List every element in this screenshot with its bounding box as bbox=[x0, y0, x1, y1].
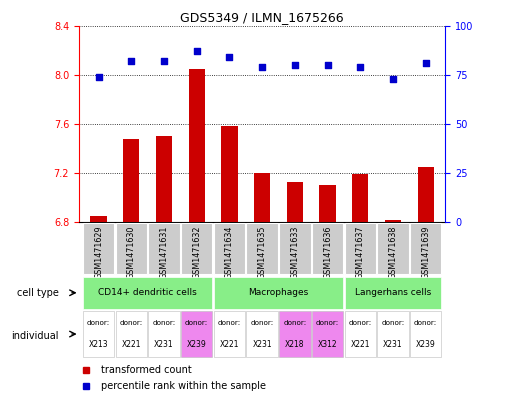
Bar bbox=[345, 277, 441, 309]
Bar bbox=[279, 223, 310, 274]
Bar bbox=[417, 167, 434, 222]
Point bbox=[225, 54, 234, 60]
Point bbox=[258, 64, 266, 70]
Point bbox=[192, 48, 201, 54]
Bar bbox=[181, 311, 212, 357]
Point bbox=[356, 64, 364, 70]
Bar bbox=[116, 223, 147, 274]
Text: donor:: donor: bbox=[250, 320, 274, 326]
Text: GSM1471631: GSM1471631 bbox=[159, 225, 168, 279]
Text: GSM1471634: GSM1471634 bbox=[225, 225, 234, 279]
Text: GSM1471635: GSM1471635 bbox=[258, 225, 267, 279]
Text: donor:: donor: bbox=[185, 320, 208, 326]
Text: X231: X231 bbox=[383, 340, 403, 349]
Text: donor:: donor: bbox=[349, 320, 372, 326]
Text: donor:: donor: bbox=[120, 320, 143, 326]
Bar bbox=[377, 223, 409, 274]
Text: individual: individual bbox=[11, 331, 59, 341]
Bar bbox=[345, 223, 376, 274]
Bar bbox=[320, 185, 336, 222]
Text: X239: X239 bbox=[187, 340, 207, 349]
Text: X218: X218 bbox=[285, 340, 304, 349]
Text: X312: X312 bbox=[318, 340, 337, 349]
Bar bbox=[148, 223, 180, 274]
Bar bbox=[254, 173, 270, 222]
Text: GSM1471633: GSM1471633 bbox=[290, 225, 299, 279]
Bar bbox=[385, 220, 401, 222]
Bar bbox=[181, 223, 212, 274]
Text: GSM1471632: GSM1471632 bbox=[192, 225, 201, 279]
Text: GSM1471636: GSM1471636 bbox=[323, 225, 332, 279]
Text: donor:: donor: bbox=[218, 320, 241, 326]
Text: X231: X231 bbox=[252, 340, 272, 349]
Text: GSM1471638: GSM1471638 bbox=[388, 225, 398, 279]
Point bbox=[95, 73, 103, 80]
Text: donor:: donor: bbox=[87, 320, 110, 326]
Point bbox=[389, 75, 397, 82]
Bar bbox=[410, 223, 441, 274]
Bar bbox=[287, 182, 303, 222]
Text: GSM1471639: GSM1471639 bbox=[421, 225, 430, 279]
Point bbox=[160, 58, 168, 64]
Text: X221: X221 bbox=[351, 340, 370, 349]
Text: percentile rank within the sample: percentile rank within the sample bbox=[101, 381, 266, 391]
Text: X221: X221 bbox=[220, 340, 239, 349]
Bar bbox=[246, 223, 278, 274]
Bar bbox=[312, 311, 343, 357]
Point bbox=[291, 62, 299, 68]
Point bbox=[421, 60, 430, 66]
Bar bbox=[83, 223, 114, 274]
Text: donor:: donor: bbox=[283, 320, 306, 326]
Text: X231: X231 bbox=[154, 340, 174, 349]
Text: Macrophages: Macrophages bbox=[248, 288, 308, 297]
Text: donor:: donor: bbox=[316, 320, 339, 326]
Bar bbox=[312, 223, 343, 274]
Text: GSM1471630: GSM1471630 bbox=[127, 225, 136, 279]
Text: donor:: donor: bbox=[152, 320, 176, 326]
Bar bbox=[221, 126, 238, 222]
Text: GSM1471629: GSM1471629 bbox=[94, 225, 103, 279]
Text: GSM1471637: GSM1471637 bbox=[356, 225, 365, 279]
Bar bbox=[90, 216, 107, 222]
Text: CD14+ dendritic cells: CD14+ dendritic cells bbox=[98, 288, 197, 297]
Text: donor:: donor: bbox=[414, 320, 437, 326]
Bar bbox=[188, 68, 205, 222]
Text: X221: X221 bbox=[122, 340, 141, 349]
Bar bbox=[279, 311, 310, 357]
Bar bbox=[345, 311, 376, 357]
Text: X213: X213 bbox=[89, 340, 108, 349]
Bar bbox=[214, 277, 343, 309]
Bar bbox=[156, 136, 172, 222]
Bar bbox=[410, 311, 441, 357]
Bar bbox=[214, 311, 245, 357]
Bar bbox=[83, 277, 212, 309]
Bar bbox=[123, 138, 139, 222]
Text: X239: X239 bbox=[416, 340, 436, 349]
Text: Langerhans cells: Langerhans cells bbox=[355, 288, 431, 297]
Bar bbox=[83, 311, 114, 357]
Bar bbox=[352, 174, 369, 222]
Bar bbox=[214, 223, 245, 274]
Bar bbox=[148, 311, 180, 357]
Text: transformed count: transformed count bbox=[101, 365, 191, 375]
Text: donor:: donor: bbox=[381, 320, 405, 326]
Point bbox=[324, 62, 332, 68]
Bar bbox=[377, 311, 409, 357]
Text: cell type: cell type bbox=[17, 288, 59, 298]
Point bbox=[127, 58, 135, 64]
Bar bbox=[116, 311, 147, 357]
Bar bbox=[246, 311, 278, 357]
Title: GDS5349 / ILMN_1675266: GDS5349 / ILMN_1675266 bbox=[180, 11, 344, 24]
